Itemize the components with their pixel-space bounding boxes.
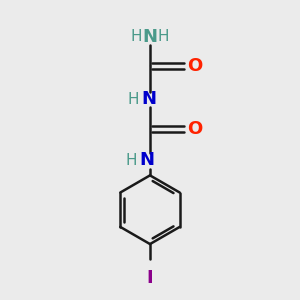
Text: I: I	[147, 269, 153, 287]
Text: H: H	[131, 29, 142, 44]
Text: H: H	[128, 92, 139, 107]
Text: H: H	[126, 153, 137, 168]
Text: N: N	[141, 90, 156, 108]
Text: H: H	[158, 29, 169, 44]
Text: O: O	[187, 57, 202, 75]
Text: O: O	[187, 120, 202, 138]
Text: N: N	[140, 152, 154, 169]
Text: N: N	[142, 28, 158, 46]
